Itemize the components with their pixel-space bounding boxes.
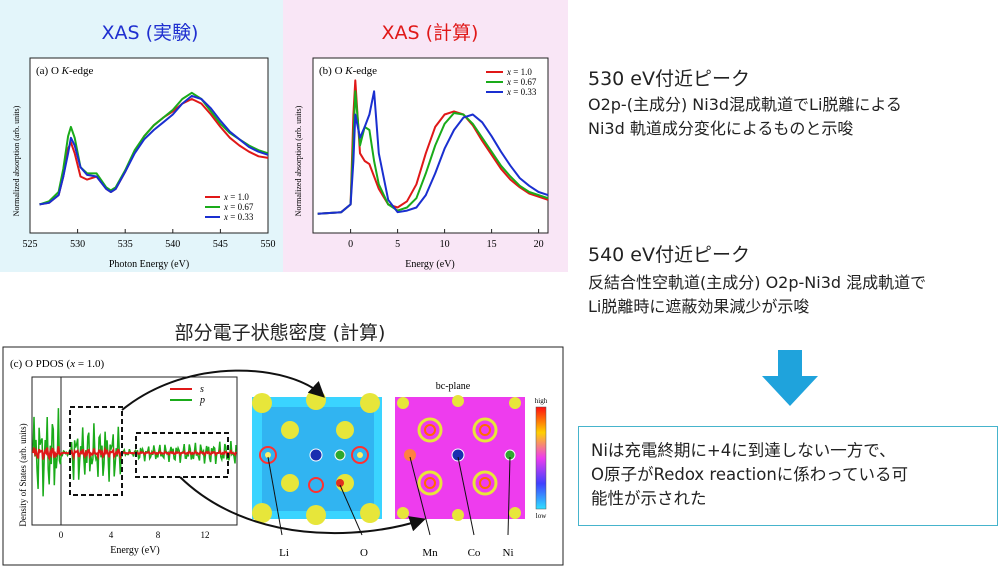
chart-b-ticks: 0 5 10 15 20 [348,229,544,250]
note-530-title: 530 eV付近ピーク [588,68,750,90]
chart-a-tick-label-4: 545 [213,239,228,250]
label-co: Co [468,547,481,559]
note-530-line-2: Ni3d 軌道成分変化によるものと示唆 [588,119,854,138]
chart-a-legend-3: = 0.33 [230,212,254,222]
svg-text:0: 0 [59,530,64,540]
charge-density-map-1 [252,390,382,525]
charge-density-map-2 [395,395,525,521]
chart-b-ylabel: Normalized absorption (arb. units) [294,105,303,216]
chart-a-series [39,91,269,206]
svg-text:12: 12 [201,530,210,540]
chart-c-title: (c) O PDOS (x = 1.0) [10,358,105,370]
svg-text:x = 0.33: x = 0.33 [506,87,537,97]
chart-b-title: (b) O K-edge [319,65,377,77]
conclusion-line-1: Niは充電終期に+4に到達しない一方で、 [591,441,896,460]
label-li: Li [279,547,289,559]
down-arrow-icon [762,350,818,406]
chart-a-title: (a) O K-edge [36,65,94,77]
chart-b-series-2 [317,90,549,215]
chart-a-ticks: 525 530 535 540 545 550 [23,229,276,250]
arrow-to-map-1 [121,369,325,411]
note-530-line-1: O2p-(主成分) Ni3d混成軌道でLi脱離による [588,95,902,114]
chart-b-tick-label-1: 5 [395,239,400,250]
svg-text:8: 8 [156,530,161,540]
chart-a-tick-label-1: 530 [70,239,85,250]
chart-b-tick-label-2: 10 [440,239,450,250]
conclusion-line-3: 能性が示された [591,489,707,508]
color-scale-high: high [535,397,548,405]
note-540-line-1: 反結合性空軌道(主成分) O2p-Ni3d 混成軌道で [588,273,927,292]
svg-text:x = 0.67: x = 0.67 [223,202,254,212]
conclusion-box: Niは充電終期に+4に到達しない一方で、 O原子がRedox reactionに… [578,426,998,526]
pdos-figure: (c) O PDOS (x = 1.0) Density of States (… [2,346,564,566]
svg-text:x = 1.0: x = 1.0 [223,192,249,202]
chart-b-legend-2: = 0.67 [513,77,537,87]
note-540-line-2: Li脱離時に遮蔽効果減少が示唆 [588,297,810,316]
legend-p: p [199,395,205,406]
color-scale-bar [535,406,547,510]
label-o: O [360,547,368,559]
heading-pdos: 部分電子状態密度 (計算) [174,322,386,344]
note-540-title: 540 eV付近ピーク [588,244,750,266]
dashed-box-right [135,432,229,478]
label-mn: Mn [422,547,438,559]
color-scale-low: low [536,512,547,520]
chart-a-tick-label-0: 525 [23,239,38,250]
chart-b-series-3 [317,90,549,215]
chart-c-axes [31,376,238,526]
chart-b-series [317,79,549,215]
chart-a-series-2 [39,91,269,206]
svg-text:4: 4 [109,530,114,540]
chart-b-xlabel: Energy (eV) [405,259,455,270]
chart-c-xlabel: Energy (eV) [110,545,160,556]
chart-a-ylabel: Normalized absorption (arb. units) [12,105,21,216]
svg-text:x = 1.0: x = 1.0 [506,67,532,77]
map-title: bc-plane [436,381,471,392]
heading-xas-exp: XAS (実験) [101,22,199,44]
heading-xas-calc: XAS (計算) [381,22,479,44]
chart-a-xlabel: Photon Energy (eV) [109,259,189,270]
chart-a-legend-1: = 1.0 [230,192,249,202]
chart-b-legend: x = 1.0 x = 0.67 x = 0.33 [486,67,537,97]
chart-c-ylabel: Density of States (arb. units) [18,423,28,526]
chart-a-tick-label-5: 550 [261,239,276,250]
chart-b: Normalized absorption (arb. units) (b) O… [294,57,549,270]
legend-s: s [200,384,204,395]
arrow-to-map-2 [179,476,426,535]
chart-b-tick-label-0: 0 [348,239,353,250]
chart-b-tick-label-3: 15 [487,239,497,250]
chart-a-series-3 [39,94,269,206]
chart-c-series [32,408,237,497]
chart-a-tick-label-2: 535 [118,239,133,250]
chart-c-xticks: 0 4 8 12 [59,530,210,540]
chart-a-legend-2: = 0.67 [230,202,254,212]
chart-a: Normalized absorption (arb. units) (a) O… [12,57,276,270]
svg-text:x = 0.33: x = 0.33 [223,212,254,222]
chart-a-tick-label-3: 540 [165,239,180,250]
chart-b-legend-1: = 1.0 [513,67,532,77]
svg-text:x = 0.67: x = 0.67 [506,77,537,87]
label-ni: Ni [503,547,514,559]
chart-c-legend: s p [170,384,205,406]
chart-b-tick-label-4: 20 [534,239,544,250]
pdos-s-trace [32,446,237,462]
chart-b-legend-3: = 0.33 [513,87,537,97]
chart-a-legend: x = 1.0 x = 0.67 x = 0.33 [205,192,254,222]
dashed-box-left [69,406,123,496]
conclusion-line-2: O原子がRedox reactionに係わっている可 [591,465,908,484]
